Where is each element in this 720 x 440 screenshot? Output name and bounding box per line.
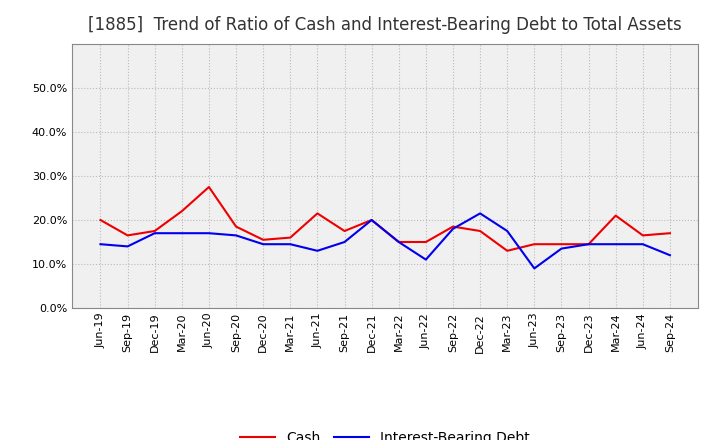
Cash <box>639 233 647 238</box>
Cash <box>530 242 539 247</box>
Interest-Bearing Debt <box>395 239 403 245</box>
Interest-Bearing Debt <box>421 257 430 262</box>
Cash <box>341 228 349 234</box>
Interest-Bearing Debt <box>557 246 566 251</box>
Interest-Bearing Debt <box>503 228 511 234</box>
Interest-Bearing Debt <box>476 211 485 216</box>
Interest-Bearing Debt <box>530 266 539 271</box>
Cash <box>367 217 376 223</box>
Interest-Bearing Debt <box>96 242 105 247</box>
Cash <box>611 213 620 218</box>
Cash <box>123 233 132 238</box>
Legend: Cash, Interest-Bearing Debt: Cash, Interest-Bearing Debt <box>235 426 536 440</box>
Cash <box>557 242 566 247</box>
Cash <box>204 184 213 190</box>
Cash <box>449 224 457 229</box>
Interest-Bearing Debt <box>639 242 647 247</box>
Title: [1885]  Trend of Ratio of Cash and Interest-Bearing Debt to Total Assets: [1885] Trend of Ratio of Cash and Intere… <box>89 16 682 34</box>
Line: Cash: Cash <box>101 187 670 251</box>
Interest-Bearing Debt <box>367 217 376 223</box>
Interest-Bearing Debt <box>259 242 268 247</box>
Interest-Bearing Debt <box>232 233 240 238</box>
Interest-Bearing Debt <box>611 242 620 247</box>
Cash <box>259 237 268 242</box>
Cash <box>286 235 294 240</box>
Interest-Bearing Debt <box>341 239 349 245</box>
Interest-Bearing Debt <box>449 226 457 231</box>
Cash <box>503 248 511 253</box>
Interest-Bearing Debt <box>665 253 674 258</box>
Cash <box>584 242 593 247</box>
Interest-Bearing Debt <box>313 248 322 253</box>
Line: Interest-Bearing Debt: Interest-Bearing Debt <box>101 213 670 268</box>
Interest-Bearing Debt <box>584 242 593 247</box>
Cash <box>395 239 403 245</box>
Cash <box>178 209 186 214</box>
Cash <box>421 239 430 245</box>
Interest-Bearing Debt <box>286 242 294 247</box>
Cash <box>96 217 105 223</box>
Interest-Bearing Debt <box>178 231 186 236</box>
Interest-Bearing Debt <box>123 244 132 249</box>
Cash <box>665 231 674 236</box>
Cash <box>232 224 240 229</box>
Cash <box>476 228 485 234</box>
Cash <box>150 228 159 234</box>
Cash <box>313 211 322 216</box>
Interest-Bearing Debt <box>204 231 213 236</box>
Interest-Bearing Debt <box>150 231 159 236</box>
